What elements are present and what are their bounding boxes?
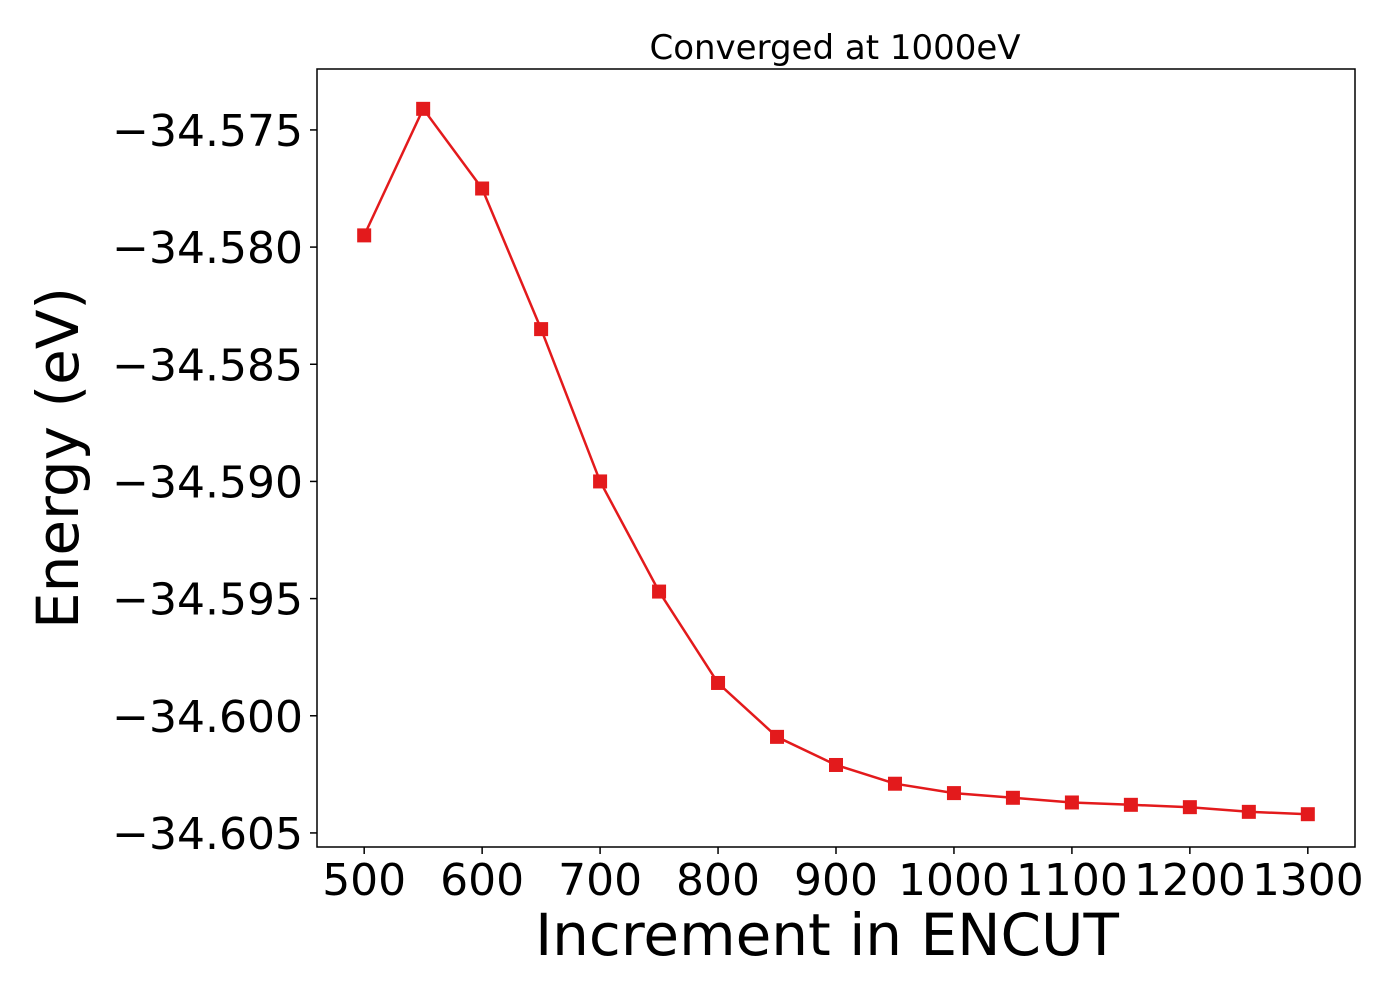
data-point (1182, 800, 1197, 815)
x-tick-label: 700 (558, 855, 642, 906)
y-tick-label: −34.580 (112, 223, 303, 274)
x-tick-label: 1300 (1252, 855, 1364, 906)
x-axis-label: Increment in ENCUT (535, 901, 1119, 969)
y-tick-label: −34.595 (112, 575, 303, 626)
data-point (357, 228, 372, 243)
data-point (1241, 804, 1256, 819)
data-point (770, 729, 785, 744)
data-point (1300, 807, 1315, 822)
data-point (829, 757, 843, 772)
y-axis-label: Energy (eV) (24, 287, 92, 629)
data-point (1064, 795, 1079, 810)
x-tick-label: 1200 (1134, 855, 1246, 906)
data-point (946, 786, 961, 801)
plot-area: 500 600 700 800 900 1000 1100 1200 1300 −34.575 −3… (112, 68, 1364, 906)
data-point (475, 181, 490, 196)
y-tick-label: −34.575 (112, 106, 303, 157)
plot-frame (316, 68, 1356, 848)
data-point (887, 776, 902, 791)
data-point (416, 101, 431, 116)
x-tick-label: 600 (440, 855, 524, 906)
data-point (711, 675, 726, 690)
y-tick-label: −34.600 (112, 692, 303, 743)
data-point (652, 584, 667, 599)
chart-title: Converged at 1000eV (649, 28, 1020, 68)
data-point (534, 322, 549, 337)
x-tick-label: 500 (322, 855, 406, 906)
x-tick-label: 800 (676, 855, 760, 906)
x-tick-label: 900 (794, 855, 878, 906)
x-tick-label: 1000 (898, 855, 1010, 906)
y-tick-label: −34.585 (112, 340, 303, 391)
data-point (1123, 797, 1138, 812)
x-tick-label: 1100 (1016, 855, 1128, 906)
series-line (363, 106, 1308, 816)
data-point (1005, 790, 1020, 805)
y-tick-label: −34.590 (112, 457, 303, 508)
y-tick-label: −34.605 (112, 809, 303, 860)
data-point (593, 474, 608, 489)
